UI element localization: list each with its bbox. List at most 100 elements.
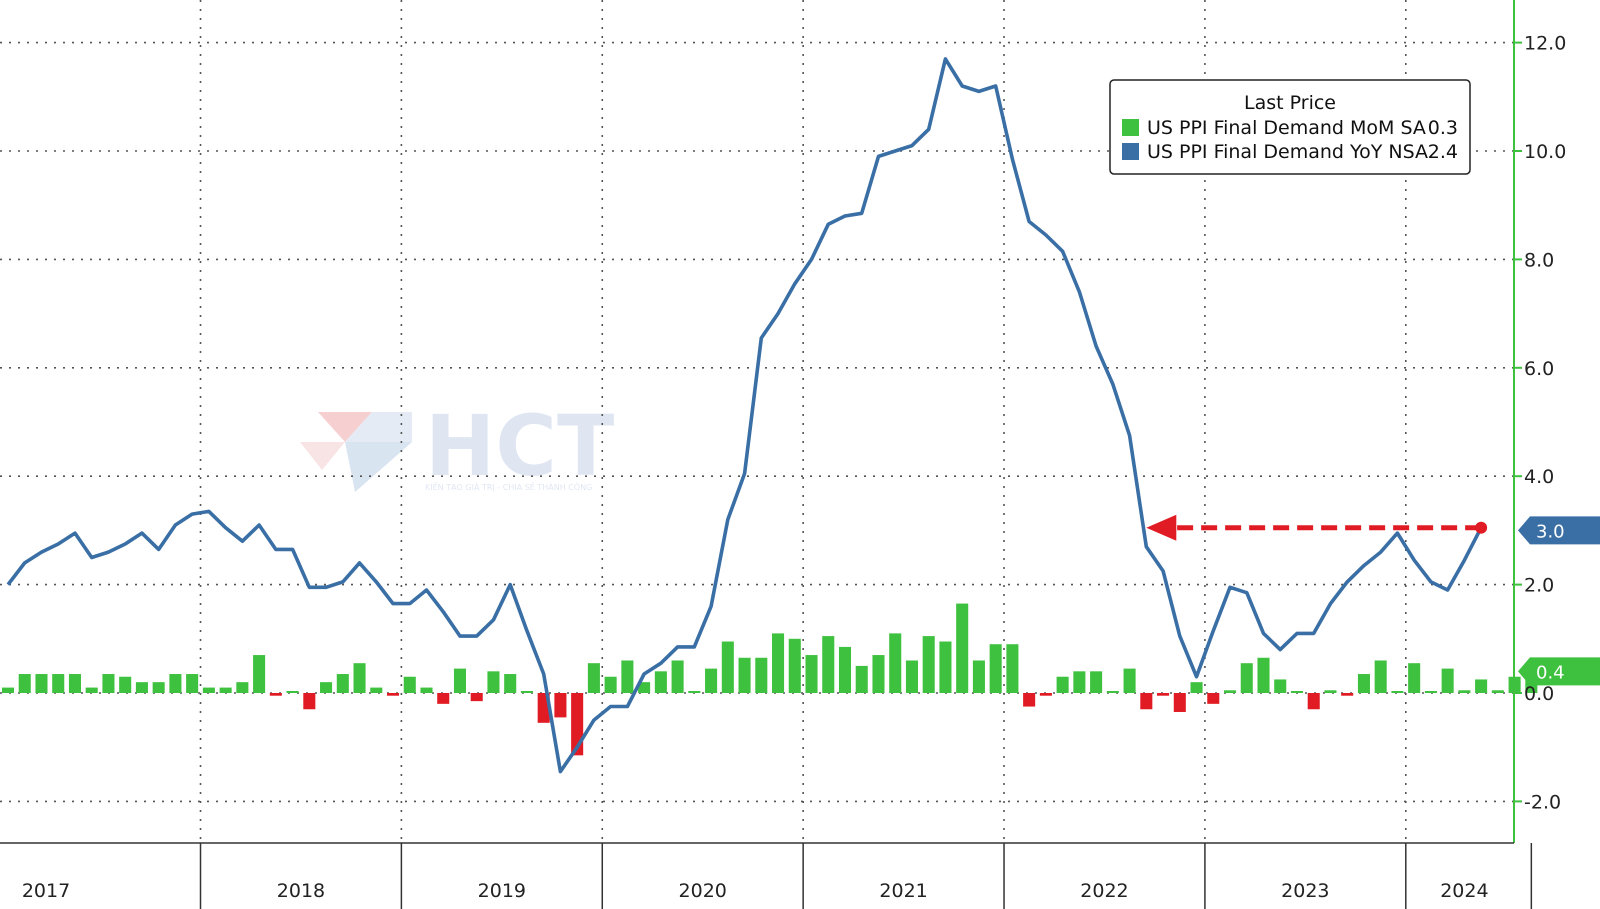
x-year-label: 2020 <box>679 880 727 902</box>
mom-bar <box>738 657 751 693</box>
gridlines <box>0 0 1514 843</box>
yoy-line <box>6 57 1483 774</box>
mom-bar <box>353 663 366 693</box>
mom-bar <box>303 693 316 710</box>
mom-bar <box>889 633 902 693</box>
legend-box <box>1109 79 1471 175</box>
y-tick-label: 4.0 <box>1524 466 1554 488</box>
mom-bar <box>1424 691 1437 693</box>
mom-bar <box>102 674 115 693</box>
x-year-label: 2018 <box>277 880 325 902</box>
mom-bar <box>1307 693 1320 710</box>
mom-bar <box>1274 679 1287 693</box>
mom-bar <box>286 691 299 693</box>
x-year-label: 2023 <box>1281 880 1329 902</box>
mom-bar <box>1475 679 1488 693</box>
mom-bar <box>236 682 249 693</box>
mom-bar <box>152 682 165 693</box>
mom-bar <box>1441 668 1454 693</box>
mom-bar <box>1391 691 1404 693</box>
yoy-series-line <box>6 57 1483 774</box>
mom-bar <box>688 691 701 693</box>
mom-bar <box>1173 693 1186 712</box>
mom-bar <box>1140 693 1153 710</box>
mom-bar <box>1324 690 1337 693</box>
dashed-arrow-annotation <box>1146 514 1488 541</box>
mom-bar <box>822 636 835 693</box>
mom-bar <box>169 674 182 693</box>
x-year-label: 2017 <box>22 880 70 902</box>
mom-bar <box>1 687 15 693</box>
mom-bar <box>470 693 483 702</box>
x-year-label: 2024 <box>1440 880 1488 902</box>
mom-bar <box>403 676 416 693</box>
legend-entry-value: 2.4 <box>1428 141 1458 163</box>
mom-bar <box>1123 668 1136 693</box>
mom-bars <box>1 603 1538 756</box>
axis-value-tag-label: 3.0 <box>1536 521 1565 542</box>
mom-bar <box>1408 663 1421 693</box>
axis-value-tag-label: 0.4 <box>1536 662 1565 683</box>
mom-bar <box>587 663 600 693</box>
mom-bar <box>186 674 199 693</box>
mom-bar <box>956 603 969 693</box>
mom-bar <box>1006 644 1019 693</box>
x-axis: 2017 2018 2019 2020 2021 2022 2023 2024 <box>0 842 1533 909</box>
mom-bar <box>370 687 383 693</box>
legend: Last Price US PPI Final Demand MoM SA 0.3U… <box>1109 79 1471 175</box>
mom-bar <box>68 674 81 693</box>
mom-bar <box>1207 693 1220 704</box>
mom-bar <box>939 641 952 693</box>
mom-bar <box>638 682 651 693</box>
mom-bar <box>972 660 985 693</box>
legend-entry-label: US PPI Final Demand MoM SA <box>1147 117 1426 139</box>
y-tick-label: 10.0 <box>1524 141 1566 163</box>
mom-bar <box>1073 671 1086 693</box>
mom-bar <box>905 660 918 693</box>
mom-bar <box>135 682 148 693</box>
mom-bar <box>52 674 65 693</box>
legend-swatch <box>1122 119 1139 136</box>
mom-bar <box>386 693 400 696</box>
mom-bar <box>1190 682 1203 693</box>
mom-bar <box>922 636 935 693</box>
mom-bar <box>487 671 500 693</box>
mom-bar <box>1257 657 1270 693</box>
mom-bar <box>520 691 533 693</box>
mom-bar <box>269 693 282 696</box>
mom-bar <box>1090 671 1103 693</box>
annotation-endpoint <box>1475 521 1488 534</box>
mom-bar <box>453 668 467 693</box>
y-tick-label: 2.0 <box>1524 575 1554 597</box>
mom-bar <box>420 687 433 693</box>
mom-bar <box>119 676 132 693</box>
right-axis-tags: 3.0 0.4 <box>1518 516 1600 686</box>
watermark-text: HCT <box>425 397 614 495</box>
mom-bar <box>18 674 31 693</box>
mom-bar <box>1223 690 1237 693</box>
right-axis: -2.0 0.0 2.0 4.0 6.0 8.0 10.0 12.0 <box>1513 0 1566 843</box>
mom-bar <box>1374 660 1387 693</box>
mom-bar <box>253 655 266 693</box>
mom-bar <box>219 687 232 693</box>
mom-bar <box>35 674 48 693</box>
mom-bar <box>721 641 734 693</box>
legend-entry-value: 0.3 <box>1428 117 1458 139</box>
x-year-label: 2021 <box>879 880 927 902</box>
mom-bar <box>805 655 818 693</box>
mom-bar <box>671 660 684 693</box>
y-tick-label: 0.0 <box>1524 683 1554 705</box>
mom-bar <box>1039 693 1052 696</box>
mom-bar <box>1056 676 1069 693</box>
x-year-label: 2022 <box>1080 880 1128 902</box>
mom-bar <box>1290 691 1304 693</box>
legend-title: Last Price <box>1244 92 1336 114</box>
mom-bar <box>554 693 567 718</box>
mom-bar <box>336 674 349 693</box>
mom-bar <box>772 633 785 693</box>
axis-value-tag <box>1518 516 1600 545</box>
mom-bar <box>85 687 98 693</box>
mom-bar <box>1491 690 1504 693</box>
mom-bar <box>437 693 450 704</box>
mom-bar <box>1023 693 1036 707</box>
